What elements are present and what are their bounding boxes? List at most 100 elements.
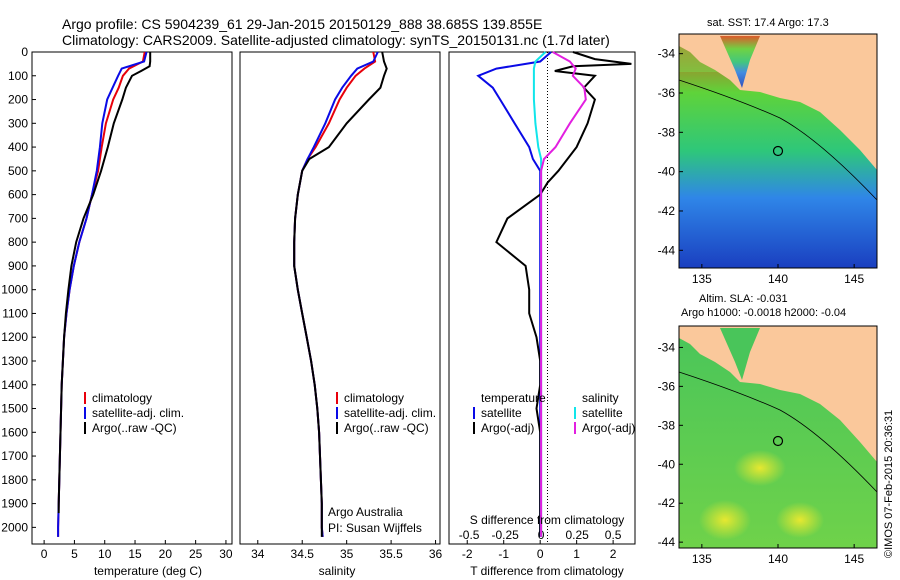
sla-high-anomaly [776, 502, 824, 538]
difference-panel: -2 -1 0 1 2 -0.5 -0.25 0 0.25 0.5 temperature sa… [448, 51, 636, 578]
sla-map-ticks: -34 -36 -38 -40 -42 -44 135 140 145 [658, 340, 865, 566]
depth-tick-label: 1200 [1, 330, 28, 344]
sst-map: -34 -36 -38 -40 -42 -44 135 140 145 [658, 33, 878, 286]
depth-tick-label: 1900 [1, 497, 28, 511]
sla-high-anomaly [699, 500, 751, 540]
depth-tick-label: 500 [8, 164, 28, 178]
depth-tick-label: 1800 [1, 473, 28, 487]
x-tick-label: 35.5 [379, 547, 403, 561]
depth-tick-label: 100 [8, 69, 28, 83]
depth-tick-label: 300 [8, 116, 28, 130]
lat-tick-label: -36 [658, 379, 676, 393]
temperature-curves [57, 51, 152, 537]
x-tick-label: 20 [159, 547, 173, 561]
x-tick-label: 36 [429, 547, 443, 561]
lat-tick-label: -38 [658, 125, 676, 139]
lon-tick-label: 145 [844, 272, 864, 286]
depth-tick-label: 2000 [1, 520, 28, 534]
depth-tick-label: 0 [21, 45, 28, 59]
series-line [532, 51, 547, 537]
salinity-note-institution: Argo Australia [328, 505, 403, 519]
bathymetry-contour [678, 79, 878, 201]
x-tick-label: -2 [462, 547, 473, 561]
lat-tick-label: -36 [658, 86, 676, 100]
legend-label-climatology: climatology [344, 391, 404, 405]
legend-label-argo: Argo(..raw -QC) [92, 421, 177, 435]
difference-xlabel: T difference from climatology [470, 564, 624, 578]
x-tick-label: 35 [340, 547, 354, 561]
lat-tick-label: -34 [658, 340, 676, 354]
lat-tick-label: -44 [658, 535, 676, 549]
x-tick-label: 10 [98, 547, 112, 561]
lon-tick-label: 140 [768, 272, 788, 286]
land-mass [679, 326, 877, 462]
depth-tick-label: 200 [8, 93, 28, 107]
legend-label-s-argo: Argo(-adj) [582, 421, 635, 435]
s-tick-label: 0.5 [605, 528, 622, 542]
lon-tick-label: 135 [692, 552, 712, 566]
profile-plots: 0 5 10 15 20 25 30 climatology satellite-adj. … [1, 45, 636, 578]
profile-title: Argo profile: CS 5904239_61 29-Jan-2015 … [62, 16, 543, 32]
salinity-axes-frame [239, 51, 441, 545]
temperature-legend: climatology satellite-adj. clim. Argo(..… [84, 391, 184, 435]
s-tick-label: 0.25 [565, 528, 589, 542]
series-line [540, 51, 587, 537]
depth-tick-label: 1400 [1, 378, 28, 392]
depth-tick-label: 1700 [1, 449, 28, 463]
salinity-x-ticks: 34 34.5 35 35.5 36 [251, 540, 443, 561]
difference-x-ticks: -2 -1 0 1 2 [462, 540, 617, 561]
series-line [57, 52, 152, 514]
depth-axis-ticks: 0 100 200 300 400 500 600 700 800 900 1000 1100 1200… [1, 45, 36, 534]
depth-tick-label: 600 [8, 188, 28, 202]
depth-tick-label: 1100 [2, 306, 28, 320]
lon-tick-label: 145 [844, 552, 864, 566]
s-tick-label: -0.5 [459, 528, 480, 542]
argo-location-marker [772, 145, 784, 157]
difference-legend: temperature satellite Argo(-adj) salinit… [473, 391, 635, 435]
gulf-water [720, 36, 760, 88]
x-tick-label: 5 [71, 547, 78, 561]
sla-map: -34 -36 -38 -40 -42 -44 135 140 145 [658, 325, 878, 566]
depth-tick-label: 800 [8, 235, 28, 249]
x-tick-label: 34.5 [291, 547, 315, 561]
sst-map-title: sat. SST: 17.4 Argo: 17.3 [707, 17, 829, 29]
sla-map-subtitle: Argo h1000: -0.0018 h2000: -0.04 [681, 307, 847, 319]
salinity-note-pi: PI: Susan Wijffels [328, 521, 422, 535]
salinity-xlabel: salinity [319, 564, 356, 578]
x-tick-label: 1 [573, 547, 580, 561]
depth-tick-label: 1300 [1, 354, 28, 368]
lat-tick-label: -34 [658, 47, 676, 61]
depth-tick-label: 900 [8, 259, 28, 273]
difference-curves [476, 51, 632, 537]
land-mass [679, 34, 877, 170]
salinity-difference-label: S difference from climatology [470, 513, 625, 527]
temperature-panel: 0 5 10 15 20 25 30 climatology satellite-adj. … [31, 51, 233, 578]
lat-tick-label: -38 [658, 418, 676, 432]
lat-tick-label: -42 [658, 204, 676, 218]
salinity-legend: climatology satellite-adj. clim. Argo(..… [336, 391, 436, 435]
salinity-curves [293, 51, 388, 537]
depth-tick-label: 1500 [1, 402, 28, 416]
legend-title-temperature: temperature [481, 391, 546, 405]
legend-label-satellite: satellite-adj. clim. [344, 406, 436, 420]
depth-tick-label: 700 [8, 211, 28, 225]
temperature-axes-frame [31, 51, 233, 545]
legend-label-t-satellite: satellite [481, 406, 522, 420]
x-tick-label: -1 [498, 547, 509, 561]
sla-high-anomaly [734, 450, 786, 486]
sst-map-ticks: -34 -36 -38 -40 -42 -44 135 140 145 [658, 47, 865, 286]
series-line [293, 51, 388, 537]
lon-tick-label: 135 [692, 272, 712, 286]
depth-tick-label: 400 [8, 140, 28, 154]
argo-location-marker [772, 435, 784, 447]
x-tick-label: 30 [219, 547, 233, 561]
legend-label-t-argo: Argo(-adj) [481, 421, 534, 435]
depth-tick-label: 1000 [1, 283, 28, 297]
imos-timestamp: ©IMOS 07-Feb-2015 20:36:31 [883, 410, 895, 558]
map-panels: -34 -36 -38 -40 -42 -44 135 140 145 -34 -36 -38 -40… [658, 33, 895, 566]
lat-tick-label: -40 [658, 457, 676, 471]
lat-tick-label: -42 [658, 496, 676, 510]
sla-map-title: Altim. SLA: -0.031 [699, 293, 788, 305]
lat-tick-label: -44 [658, 243, 676, 257]
lon-tick-label: 140 [768, 552, 788, 566]
